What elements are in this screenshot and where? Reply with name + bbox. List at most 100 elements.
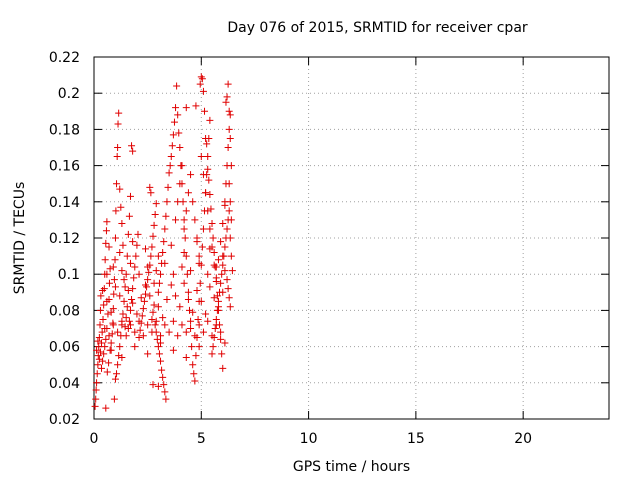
data-point bbox=[144, 350, 152, 358]
data-point bbox=[115, 109, 123, 117]
data-point bbox=[178, 162, 186, 170]
data-point bbox=[193, 286, 201, 294]
x-tick-label: 10 bbox=[300, 431, 318, 447]
data-point bbox=[196, 279, 204, 287]
data-point bbox=[124, 286, 132, 294]
data-point bbox=[150, 221, 158, 229]
data-point bbox=[201, 107, 209, 115]
data-point bbox=[226, 134, 234, 142]
x-tick-labels: 0 5 10 15 20 bbox=[90, 431, 533, 447]
data-point bbox=[221, 267, 229, 275]
data-point bbox=[116, 292, 124, 300]
data-point bbox=[159, 248, 167, 256]
data-point bbox=[109, 321, 117, 329]
data-point bbox=[157, 339, 165, 347]
data-point bbox=[139, 305, 147, 313]
data-point bbox=[158, 366, 166, 374]
data-point bbox=[119, 241, 127, 249]
data-point bbox=[99, 315, 107, 323]
data-point bbox=[227, 252, 235, 260]
data-point bbox=[213, 306, 221, 314]
data-point bbox=[172, 292, 180, 300]
data-point bbox=[176, 144, 184, 151]
data-point bbox=[198, 243, 206, 251]
data-point bbox=[167, 153, 175, 161]
data-point bbox=[92, 386, 100, 394]
data-point bbox=[149, 308, 157, 316]
data-point bbox=[182, 353, 190, 361]
data-point bbox=[195, 259, 203, 267]
y-tick-label: 0.08 bbox=[49, 303, 80, 319]
data-point bbox=[116, 248, 124, 256]
data-point bbox=[95, 355, 103, 363]
data-point bbox=[126, 192, 134, 200]
data-point bbox=[93, 370, 101, 378]
data-point bbox=[143, 283, 151, 291]
data-point bbox=[226, 303, 234, 311]
data-point bbox=[204, 153, 212, 161]
data-point bbox=[174, 332, 182, 340]
data-point bbox=[197, 153, 205, 161]
data-point bbox=[208, 243, 216, 251]
data-point bbox=[120, 297, 128, 305]
data-point bbox=[96, 321, 104, 329]
data-point bbox=[132, 252, 140, 260]
data-point bbox=[103, 297, 111, 305]
data-point bbox=[115, 352, 123, 360]
data-point bbox=[206, 116, 214, 124]
data-point bbox=[203, 140, 211, 148]
data-point bbox=[206, 283, 214, 291]
data-point bbox=[109, 305, 117, 313]
data-point bbox=[148, 315, 156, 323]
data-point bbox=[223, 93, 231, 101]
data-point bbox=[175, 129, 183, 137]
data-point bbox=[129, 285, 137, 293]
data-point bbox=[168, 142, 176, 150]
data-point bbox=[172, 216, 180, 224]
data-point bbox=[212, 274, 220, 282]
data-point bbox=[106, 265, 114, 273]
data-point bbox=[105, 359, 113, 367]
data-point bbox=[207, 205, 215, 213]
data-point bbox=[180, 225, 188, 233]
y-tick-label: 0.16 bbox=[49, 159, 80, 175]
data-point bbox=[121, 283, 129, 291]
data-point bbox=[219, 364, 227, 372]
data-point bbox=[199, 225, 207, 233]
data-point bbox=[116, 343, 124, 351]
data-point bbox=[114, 144, 122, 151]
data-point bbox=[192, 352, 200, 360]
data-point bbox=[221, 243, 229, 251]
data-point bbox=[187, 267, 195, 275]
data-point bbox=[112, 207, 120, 215]
data-point bbox=[221, 201, 229, 209]
data-point bbox=[182, 328, 190, 336]
data-point bbox=[224, 285, 232, 293]
data-point bbox=[154, 252, 162, 260]
data-point bbox=[155, 350, 163, 358]
axis-ticks bbox=[93, 56, 609, 420]
data-point bbox=[128, 142, 136, 150]
data-point bbox=[167, 281, 175, 289]
data-point bbox=[210, 261, 218, 269]
data-point bbox=[149, 232, 157, 240]
data-point bbox=[221, 339, 229, 347]
data-point bbox=[139, 332, 147, 340]
data-point bbox=[195, 252, 203, 260]
data-point bbox=[212, 321, 220, 329]
data-point bbox=[206, 225, 214, 233]
data-point bbox=[103, 368, 111, 376]
data-point bbox=[202, 134, 210, 142]
y-tick-label: 0.02 bbox=[49, 412, 80, 428]
data-point bbox=[183, 270, 191, 278]
data-point bbox=[150, 301, 158, 309]
data-point bbox=[161, 388, 169, 396]
data-point bbox=[151, 321, 159, 329]
data-point bbox=[180, 216, 188, 224]
data-point bbox=[187, 325, 195, 332]
data-point bbox=[188, 343, 196, 351]
data-point bbox=[129, 238, 137, 246]
data-point bbox=[154, 382, 162, 390]
data-point bbox=[210, 294, 218, 302]
data-point bbox=[98, 328, 106, 336]
